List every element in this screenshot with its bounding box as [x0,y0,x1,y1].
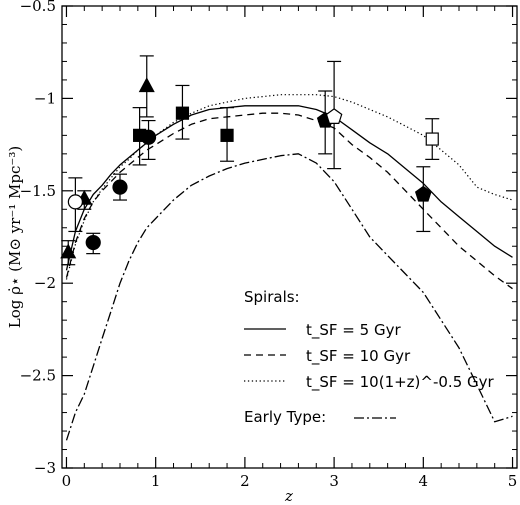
x-tick-label: 2 [240,472,250,490]
marker-triangle [138,77,155,93]
legend-label-variable: t_SF = 10(1+z)^-0.5 Gyr [306,373,495,392]
data-point-pentagon [414,166,432,233]
data-point-pentagon [325,60,343,170]
x-axis-title: z [284,487,293,505]
legend: Spirals: t_SF = 5 Gyr t_SF = 10 Gyr t_SF… [244,288,495,426]
data-point-square [220,107,235,162]
data-point-square [175,84,190,140]
y-axis-title: Log ρ̇⋆ (M⊙ yr⁻¹ Mpc⁻³) [6,146,24,328]
x-tick-label: 3 [329,472,339,490]
legend-early-type-header: Early Type: [244,408,326,426]
data-point-circle [67,177,83,233]
marker-circle [67,194,83,210]
data-point-circle [85,232,101,255]
y-tick-label: −2 [34,274,56,292]
marker-circle [85,234,101,251]
y-tick-label: −0.5 [20,0,56,15]
marker-square [425,132,439,146]
data-point-triangle [60,240,77,266]
legend-spirals-header: Spirals: [244,288,300,306]
x-tick-label: 4 [419,472,429,490]
plot-frame [61,5,518,469]
y-tick-label: −2.5 [20,367,56,385]
marker-circle [112,179,128,195]
data-point-square [425,118,440,160]
legend-label-5gyr: t_SF = 5 Gyr [306,321,401,340]
tick-labels: 0 1 2 3 4 5 −3 −2.5 −2 −1.5 −1 −0.5 [20,0,518,490]
marker-pentagon [414,185,432,202]
marker-square [133,128,147,142]
marker-triangle [60,243,77,259]
x-tick-label: 1 [151,472,161,490]
marker-square [175,106,190,120]
marker-pentagon [325,108,343,125]
legend-label-10gyr: t_SF = 10 Gyr [306,347,411,366]
data-point-triangle [138,55,155,118]
data-points-layer [60,55,440,266]
y-tick-label: −1 [34,89,56,107]
y-tick-label: −3 [34,459,56,477]
y-tick-label: −1.5 [20,182,56,200]
x-tick-label: 0 [62,472,72,490]
series-line-early-type [65,153,513,441]
data-point-circle [112,173,128,201]
marker-square [220,128,234,142]
axis-ticks [62,5,517,469]
data-point-square [132,107,147,166]
x-tick-label: 5 [508,472,518,490]
